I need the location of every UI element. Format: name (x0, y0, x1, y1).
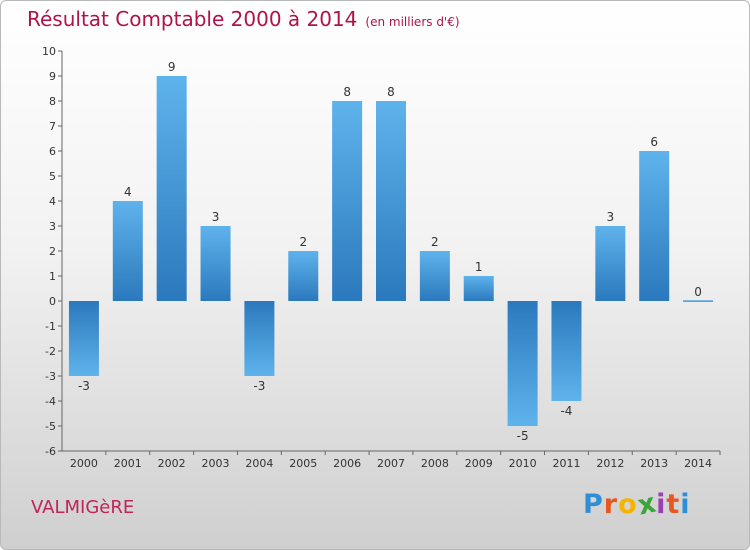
data-label-2006: 8 (343, 85, 351, 99)
chart-title: Résultat Comptable 2000 à 2014 (en millie… (27, 7, 460, 31)
title-text: Résultat Comptable 2000 à 2014 (27, 7, 358, 31)
y-tick-label: 8 (49, 95, 56, 108)
x-tick-label: 2001 (114, 457, 142, 470)
y-tick-label: 5 (49, 170, 56, 183)
y-tick-label: -5 (45, 420, 56, 433)
commune-name: VALMIGèRE (31, 497, 135, 518)
logo-letter: r (603, 489, 619, 520)
data-label-2009: 1 (475, 260, 483, 274)
bar-2005 (288, 251, 319, 301)
x-tick-label: 2000 (70, 457, 98, 470)
bar-2004 (244, 301, 275, 376)
y-tick-label: 2 (49, 245, 56, 258)
data-label-2014: 0 (694, 285, 702, 299)
logo-letter: t (666, 489, 681, 520)
x-tick-label: 2013 (640, 457, 668, 470)
x-tick-label: 2011 (552, 457, 580, 470)
bar-2000 (68, 301, 99, 376)
y-tick-label: 10 (42, 45, 56, 58)
x-tick-label: 2009 (465, 457, 493, 470)
data-label-2010: -5 (517, 429, 529, 443)
y-tick-label: 6 (49, 145, 56, 158)
y-tick-label: 3 (49, 220, 56, 233)
bar-2010 (507, 301, 538, 426)
x-tick-label: 2004 (245, 457, 273, 470)
chart-subtitle: (en milliers d'€) (365, 15, 460, 29)
proxiti-logo: Proxiti (583, 487, 691, 521)
data-label-2013: 6 (650, 135, 658, 149)
logo-letter: P (583, 489, 604, 520)
x-tick-label: 2002 (158, 457, 186, 470)
y-tick-label: -1 (45, 320, 56, 333)
data-label-2003: 3 (212, 210, 220, 224)
bar-2003 (200, 226, 231, 301)
bar-2008 (419, 251, 450, 301)
bar-2006 (332, 101, 363, 301)
x-tick-label: 2010 (509, 457, 537, 470)
data-labels: -3 4 9 3 -3 2 8 8 2 1 -5 -4 3 6 0 (78, 60, 702, 443)
y-tick-label: -2 (45, 345, 56, 358)
bar-2014 (683, 300, 714, 302)
x-tick-label: 2005 (289, 457, 317, 470)
y-tick-label: 0 (49, 295, 56, 308)
bar-2009 (463, 276, 494, 301)
bar-2001 (112, 201, 143, 301)
data-label-2011: -4 (560, 404, 572, 418)
y-tick-label: 4 (49, 195, 56, 208)
x-tick-label: 2014 (684, 457, 712, 470)
x-tick-label: 2012 (596, 457, 624, 470)
bar-2007 (376, 101, 406, 301)
bar-2013 (639, 151, 670, 301)
data-label-2007: 8 (387, 85, 395, 99)
data-label-2000: -3 (78, 379, 90, 393)
logo-letter: i (656, 489, 667, 520)
y-tick-label: -6 (45, 445, 56, 458)
y-tick-label: -4 (45, 395, 56, 408)
y-tick-label: -3 (45, 370, 56, 383)
data-label-2012: 3 (607, 210, 615, 224)
x-tick-label: 2003 (202, 457, 230, 470)
logo-letter: o (618, 489, 638, 520)
data-label-2005: 2 (299, 235, 307, 249)
data-label-2002: 9 (168, 60, 176, 74)
x-tick-label: 2006 (333, 457, 361, 470)
y-tick-label: 7 (49, 120, 56, 133)
x-tick-label: 2007 (377, 457, 405, 470)
y-tick-label: 1 (49, 270, 56, 283)
bars (68, 76, 714, 426)
data-label-2001: 4 (124, 185, 132, 199)
x-tick-label: 2008 (421, 457, 449, 470)
bar-2012 (595, 226, 626, 301)
bar-2002 (156, 76, 187, 301)
data-label-2008: 2 (431, 235, 439, 249)
y-tick-label: 9 (49, 70, 56, 83)
data-label-2004: -3 (253, 379, 265, 393)
logo-letter: i (680, 489, 691, 520)
bar-2011 (551, 301, 582, 401)
